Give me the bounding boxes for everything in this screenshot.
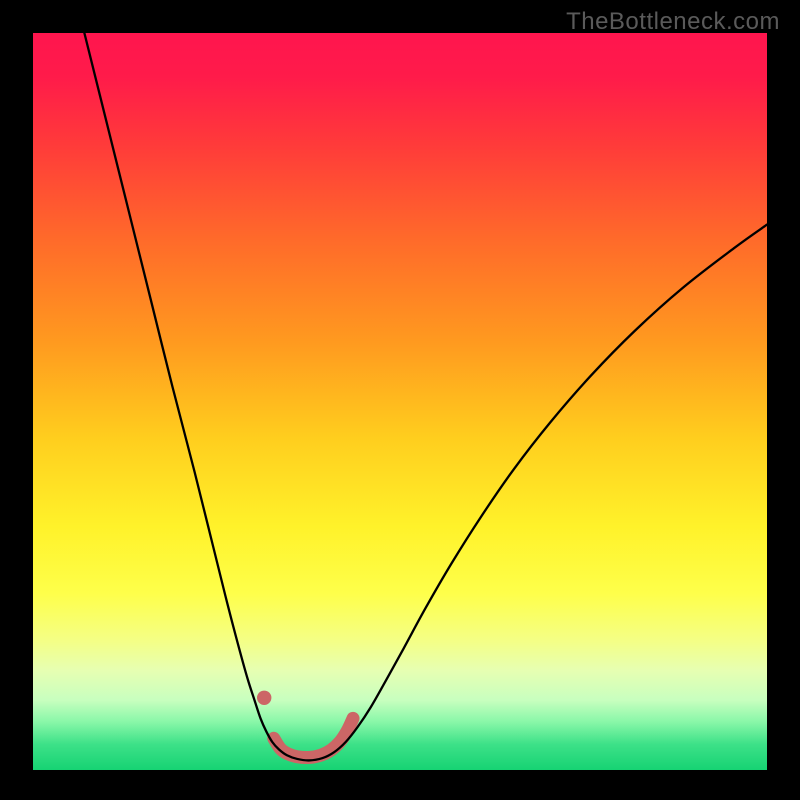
chart-container [0, 0, 800, 800]
stage: TheBottleneck.com [0, 0, 800, 800]
highlight-path [274, 718, 353, 757]
watermark-text: TheBottleneck.com [566, 8, 780, 36]
highlight-dot [257, 691, 271, 705]
series-layer [84, 33, 767, 760]
series-left-curve [84, 33, 767, 760]
chart-plot-area [33, 33, 767, 770]
chart-svg [33, 33, 767, 770]
